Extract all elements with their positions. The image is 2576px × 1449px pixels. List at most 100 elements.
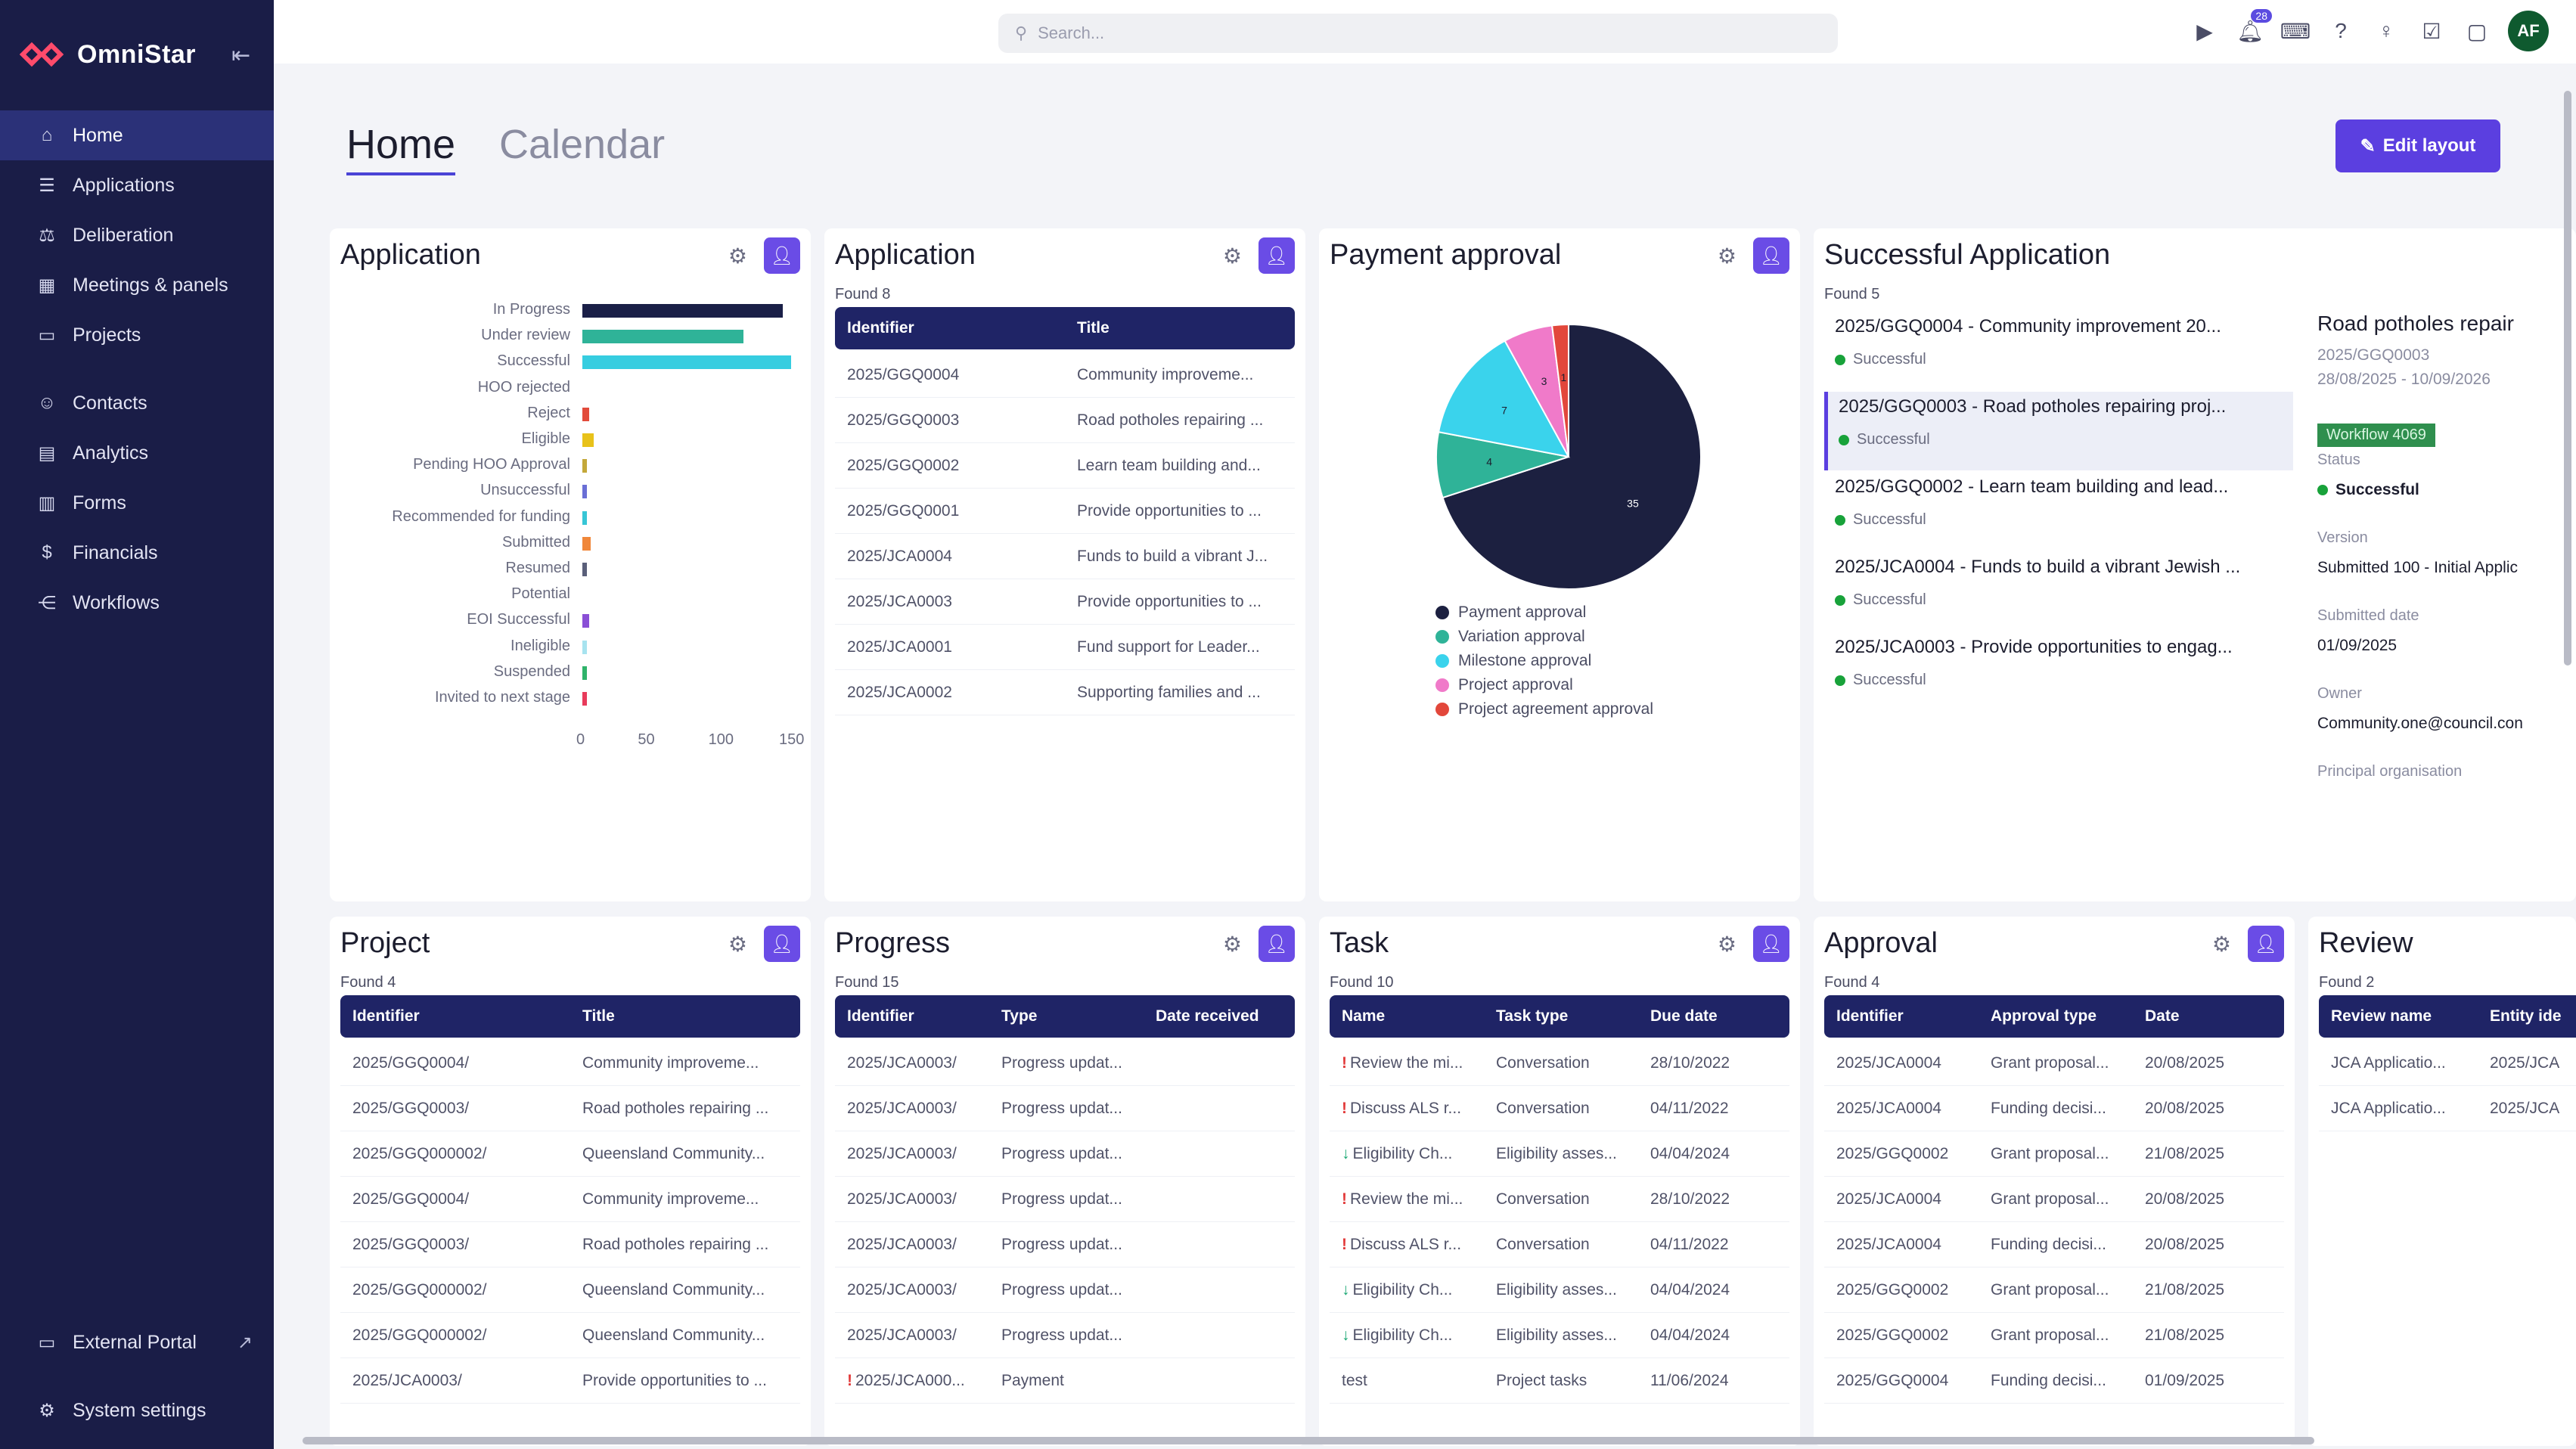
table-row[interactable]: 2025/GGQ0003/Road potholes repairing ... — [340, 1086, 800, 1131]
bar[interactable] — [582, 485, 587, 499]
user-button[interactable]: 👤︎ — [764, 237, 800, 274]
bar[interactable] — [582, 330, 743, 344]
table-row[interactable]: 2025/JCA0004 Funding decisi... 20/08/2025 — [1824, 1086, 2284, 1131]
external-link-icon[interactable]: ↗ — [237, 1332, 253, 1353]
sidebar-item-applications[interactable]: ☰ Applications — [0, 160, 274, 210]
column-header[interactable]: Name — [1342, 1007, 1386, 1025]
column-header[interactable]: Entity ide — [2490, 1007, 2562, 1025]
table-row[interactable]: 2025/GGQ0004 Funding decisi... 01/09/2025 — [1824, 1358, 2284, 1404]
avatar[interactable]: AF — [2508, 11, 2549, 51]
sidebar-item-deliberation[interactable]: ⚖ Deliberation — [0, 210, 274, 260]
table-row[interactable]: test Project tasks 11/06/2024 — [1330, 1358, 1789, 1404]
table-row[interactable]: ↓ Eligibility Ch... Eligibility asses... 04… — [1330, 1313, 1789, 1358]
table-row[interactable]: 2025/GGQ000002/Queensland Community... — [340, 1267, 800, 1313]
table-row[interactable]: 2025/JCA0004 Grant proposal... 20/08/2025 — [1824, 1177, 2284, 1222]
tab-calendar[interactable]: Calendar — [499, 122, 666, 167]
table-row[interactable]: 2025/JCA0004 Funds to build a vibrant J..… — [835, 534, 1295, 579]
table-row[interactable]: 2025/JCA0003 Provide opportunities to ... — [835, 579, 1295, 625]
successful-list-item[interactable]: 2025/GGQ0002 - Learn team building and l… — [1824, 472, 2293, 551]
pie-slice[interactable] — [1442, 323, 1702, 590]
table-row[interactable]: JCA Applicatio... 2025/JCA — [2319, 1041, 2576, 1086]
table-row[interactable]: 2025/JCA0004 Funding decisi... 20/08/2025 — [1824, 1222, 2284, 1267]
table-row[interactable]: 2025/GGQ000002/Queensland Community... — [340, 1313, 800, 1358]
table-row[interactable]: 2025/JCA0003/Provide opportunities to ..… — [340, 1358, 800, 1404]
checklist-icon[interactable]: ☑ — [2422, 19, 2441, 43]
table-row[interactable]: JCA Applicatio... 2025/JCA — [2319, 1086, 2576, 1131]
successful-list-item[interactable]: 2025/JCA0003 - Provide opportunities to … — [1824, 632, 2293, 711]
table-row[interactable]: ! 2025/JCA000... Payment — [835, 1358, 1295, 1404]
bar[interactable] — [582, 459, 587, 473]
edit-layout-button[interactable]: ✎ Edit layout — [2335, 119, 2500, 172]
table-row[interactable]: 2025/JCA0001 Fund support for Leader... — [835, 625, 1295, 670]
column-header[interactable]: Review name — [2331, 1007, 2432, 1025]
table-row[interactable]: 2025/JCA0003/Progress updat... — [835, 1222, 1295, 1267]
settings-icon[interactable]: ⚙ — [1222, 932, 1242, 956]
chat-icon[interactable]: ▢ — [2466, 19, 2488, 43]
bar[interactable] — [582, 640, 587, 654]
legend-item[interactable]: Payment approval — [1435, 600, 1653, 625]
column-header[interactable]: Date — [2145, 1007, 2180, 1025]
column-header[interactable]: Task type — [1496, 1007, 1569, 1025]
table-row[interactable]: 2025/GGQ0002 Learn team building and... — [835, 443, 1295, 489]
sidebar-item-contacts[interactable]: ☺ Contacts — [0, 378, 274, 428]
successful-list-item[interactable]: 2025/GGQ0004 - Community improvement 20.… — [1824, 312, 2293, 390]
column-header[interactable]: Type — [1001, 1007, 1038, 1025]
table-row[interactable]: 2025/JCA0003/Progress updat... — [835, 1041, 1295, 1086]
table-row[interactable]: 2025/JCA0002 Supporting families and ... — [835, 670, 1295, 715]
table-row[interactable]: 2025/GGQ0003 Road potholes repairing ... — [835, 398, 1295, 443]
column-header[interactable]: Identifier — [1836, 1007, 1904, 1025]
user-button[interactable]: 👤︎ — [1753, 237, 1789, 274]
pie-slice[interactable] — [1437, 340, 1570, 458]
settings-icon[interactable]: ⚙ — [1717, 932, 1736, 956]
settings-icon[interactable]: ⚙ — [1222, 244, 1242, 268]
table-row[interactable]: ! Review the mi... Conversation 28/10/2022 — [1330, 1177, 1789, 1222]
table-row[interactable]: 2025/JCA0003/Progress updat... — [835, 1267, 1295, 1313]
table-row[interactable]: 2025/GGQ0003/Road potholes repairing ... — [340, 1222, 800, 1267]
bar[interactable] — [582, 563, 587, 576]
sidebar-item-system-settings[interactable]: ⚙ System settings — [0, 1385, 274, 1435]
help-icon[interactable]: ? — [2335, 19, 2347, 42]
table-row[interactable]: 2025/GGQ000002/Queensland Community... — [340, 1131, 800, 1177]
scrollbar-thumb[interactable] — [303, 1437, 2314, 1444]
legend-item[interactable]: Variation approval — [1435, 625, 1653, 649]
notifications-icon[interactable]: 🔔︎ 28 — [2236, 9, 2272, 45]
scrollbar-thumb[interactable] — [2564, 91, 2571, 666]
sidebar-item-financials[interactable]: $ Financials — [0, 528, 274, 578]
sidebar-item-home[interactable]: ⌂ Home — [0, 110, 274, 160]
column-header[interactable]: Identifier — [847, 319, 914, 337]
tab-home[interactable]: Home — [346, 121, 456, 175]
settings-icon[interactable]: ⚙ — [728, 932, 747, 956]
app-logo[interactable]: OmniStar — [20, 32, 196, 77]
lightbulb-icon[interactable]: ♀ — [2378, 19, 2394, 42]
settings-icon[interactable]: ⚙ — [728, 244, 747, 268]
table-row[interactable]: 2025/JCA0003/Progress updat... — [835, 1131, 1295, 1177]
collapse-sidebar-icon[interactable]: ⇤ — [231, 43, 251, 68]
column-header[interactable]: Due date — [1650, 1007, 1718, 1025]
sidebar-item-workflows[interactable]: ⋲ Workflows — [0, 578, 274, 628]
sidebar-item-external-portal[interactable]: ▭ External Portal ↗ — [0, 1317, 274, 1367]
table-row[interactable]: ! Review the mi... Conversation 28/10/2022 — [1330, 1041, 1789, 1086]
column-header[interactable]: Date received — [1156, 1007, 1259, 1025]
workflow-badge[interactable]: Workflow 4069 — [2317, 424, 2435, 447]
table-row[interactable]: 2025/GGQ0004/Community improveme... — [340, 1177, 800, 1222]
user-button[interactable]: 👤︎ — [1259, 237, 1295, 274]
successful-list-item[interactable]: 2025/GGQ0003 - Road potholes repairing p… — [1824, 392, 2293, 470]
table-row[interactable]: 2025/GGQ0002 Grant proposal... 21/08/2025 — [1824, 1131, 2284, 1177]
play-icon[interactable]: ▶ — [2196, 19, 2213, 43]
table-row[interactable]: 2025/GGQ0002 Grant proposal... 21/08/2025 — [1824, 1267, 2284, 1313]
user-button[interactable]: 👤︎ — [1259, 926, 1295, 962]
column-header[interactable]: Approval type — [1991, 1007, 2097, 1025]
table-row[interactable]: 2025/JCA0003/Progress updat... — [835, 1086, 1295, 1131]
bar[interactable] — [582, 510, 587, 525]
column-header[interactable]: Identifier — [352, 1007, 420, 1025]
horizontal-scrollbar[interactable] — [280, 1435, 2571, 1446]
bar[interactable] — [582, 536, 591, 551]
legend-item[interactable]: Project approval — [1435, 673, 1653, 697]
bar[interactable] — [582, 407, 590, 421]
column-header[interactable]: Title — [582, 1007, 615, 1025]
sidebar-item-analytics[interactable]: ▤ Analytics — [0, 428, 274, 478]
settings-icon[interactable]: ⚙ — [1717, 244, 1736, 268]
table-row[interactable]: 2025/JCA0004 Grant proposal... 20/08/2025 — [1824, 1041, 2284, 1086]
table-row[interactable]: 2025/JCA0003/Progress updat... — [835, 1177, 1295, 1222]
user-button[interactable]: 👤︎ — [764, 926, 800, 962]
